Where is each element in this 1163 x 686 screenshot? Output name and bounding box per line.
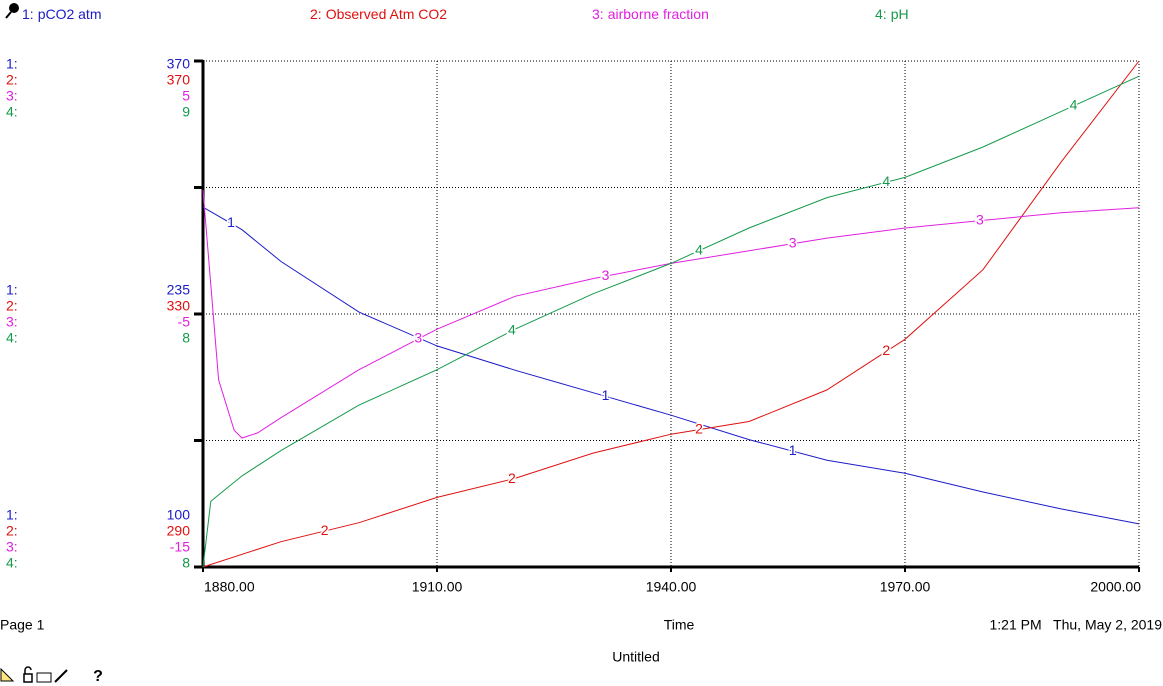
legend-entry: 1: pCO2 atm (22, 6, 102, 22)
y-axis-key: 4: (6, 330, 18, 346)
series-line (202, 60, 1140, 568)
series-marker: 4 (882, 173, 890, 189)
legend-entry: 2: Observed Atm CO2 (310, 6, 447, 22)
toolbar-icon[interactable] (0, 667, 15, 682)
y-tick-label: -15 (170, 539, 190, 555)
chart-title: Untitled (612, 649, 659, 665)
series-marker: 2 (882, 342, 890, 358)
y-tick-label: 330 (167, 298, 191, 314)
series-marker: 3 (976, 211, 984, 227)
page-label: Page 1 (0, 617, 45, 633)
y-axis-key: 4: (6, 555, 18, 571)
y-tick-label: 8 (182, 330, 190, 346)
legend-key: 3: (592, 6, 604, 22)
legend-key: 2: (310, 6, 322, 22)
help-button[interactable]: ? (93, 668, 103, 685)
legend-label: pCO2 atm (38, 6, 102, 22)
series-marker: 1 (227, 214, 235, 230)
y-axis-key: 1: (6, 56, 18, 72)
timestamp: 1:21 PM Thu, May 2, 2019 (989, 617, 1162, 633)
y-axis-key: 3: (6, 314, 18, 330)
legend-key: 4: (875, 6, 887, 22)
series-marker: 1 (789, 442, 797, 458)
legend-entry: 3: airborne fraction (592, 6, 709, 22)
legend-icon (5, 3, 19, 19)
y-tick-label: 5 (182, 88, 190, 104)
series-marker: 2 (695, 420, 703, 436)
y-axis-key: 1: (6, 282, 18, 298)
toolbar-icon[interactable] (23, 673, 33, 683)
series-marker: 4 (1070, 97, 1078, 113)
y-axis-key: 2: (6, 72, 18, 88)
y-tick-label: 370 (167, 72, 191, 88)
y-tick-label: 8 (182, 555, 190, 571)
x-tick-label: 1940.00 (646, 579, 697, 595)
x-tick-label: 2000.00 (1090, 579, 1141, 595)
series-line (202, 189, 1140, 439)
x-axis-label: Time (664, 617, 695, 633)
y-tick-label: 290 (167, 523, 191, 539)
y-axis-key: 2: (6, 298, 18, 314)
y-tick-label: 9 (182, 104, 190, 120)
legend-label: pH (891, 6, 909, 22)
series-marker: 2 (508, 470, 516, 486)
series-marker: 2 (321, 522, 329, 538)
y-axis-key: 3: (6, 88, 18, 104)
y-axis-key: 2: (6, 523, 18, 539)
toolbar-icon[interactable] (36, 672, 52, 683)
y-axis-key: 4: (6, 104, 18, 120)
series-marker: 3 (602, 267, 610, 283)
series-marker: 3 (789, 234, 797, 250)
series-marker: 3 (414, 330, 422, 346)
y-tick-label: -5 (178, 314, 191, 330)
series-marker: 4 (508, 322, 516, 338)
series-marker: 1 (602, 387, 610, 403)
toolbar: ? (0, 666, 103, 685)
x-tick-label: 1880.00 (204, 579, 255, 595)
y-tick-label: 370 (167, 56, 191, 72)
x-tick-label: 1970.00 (880, 579, 931, 595)
series-marker: 4 (695, 241, 703, 257)
y-axis-key: 3: (6, 539, 18, 555)
legend-entry: 4: pH (875, 6, 909, 22)
legend-label: Observed Atm CO2 (326, 6, 448, 22)
toolbar-icon[interactable] (54, 669, 68, 683)
series-marker: 1 (414, 328, 422, 344)
series-line (202, 206, 1140, 525)
series-line (202, 75, 1140, 568)
y-axis-key: 1: (6, 507, 18, 523)
legend-key: 1: (22, 6, 34, 22)
x-tick-label: 1910.00 (412, 579, 463, 595)
legend-label: airborne fraction (608, 6, 709, 22)
y-tick-label: 235 (167, 282, 191, 298)
y-tick-label: 100 (167, 507, 191, 523)
